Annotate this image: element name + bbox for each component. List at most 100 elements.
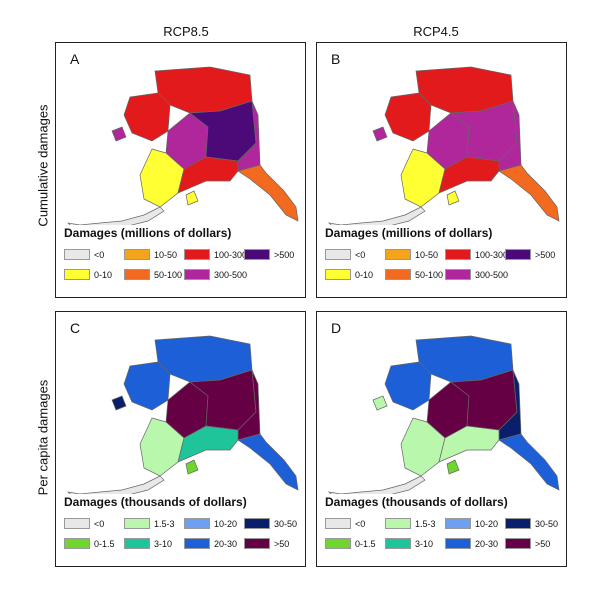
legend-item: <0 [325,248,365,261]
legend-label: <0 [94,518,105,529]
legend-swatch [385,249,411,260]
panel-b: B Damages (millions of dollars) <0 0-10 10-… [316,42,567,298]
legend-swatch [124,249,150,260]
legend-swatch [325,538,351,549]
legend-label: 10-50 [154,249,178,260]
legend-item: >50 [244,537,289,550]
legend: <0 0-10 10-50 50-100 100-300 300-500 >500 [64,248,304,294]
legend-item: <0 [64,248,104,261]
legend-label: 10-20 [214,518,238,529]
region-chain [327,475,426,494]
legend-label: 20-30 [214,538,238,549]
panel-letter: C [70,320,81,336]
legend-item: 0-1.5 [325,537,376,550]
legend-swatch [244,518,270,529]
panel-letter: D [331,320,342,336]
region-southcentral [177,156,239,194]
region-chain [66,206,165,225]
legend-item: 100-300 [445,248,508,261]
legend-item: 3-10 [385,537,433,550]
legend-item: 0-10 [325,268,373,281]
region-southeast [237,164,299,222]
legend-swatch [445,269,471,280]
alaska-map [66,66,299,225]
legend-label: 0-10 [94,269,113,280]
legend-item: 100-300 [184,248,247,261]
region-southeast [237,433,299,491]
region-northwest [123,361,171,411]
legend-label: 0-10 [355,269,374,280]
legend-swatch [505,538,531,549]
legend-label: >50 [535,538,551,549]
legend-item: 3-10 [124,537,172,550]
legend-item: 10-50 [124,248,177,261]
legend-item: 0-10 [64,268,112,281]
legend-swatch [244,249,270,260]
legend-title: Damages (millions of dollars) [64,226,232,240]
legend-item: >500 [505,248,555,261]
legend-label: 10-50 [415,249,439,260]
legend-swatch [385,518,411,529]
panel-d: D Damages (thousands of dollars) <0 0-1.5 1… [316,311,567,567]
legend-swatch [124,269,150,280]
legend-label: 3-10 [154,538,173,549]
region-northwest [384,361,432,411]
legend-item: 50-100 [124,268,182,281]
legend-label: 3-10 [415,538,434,549]
region-southwest [400,417,446,477]
legend-title: Damages (thousands of dollars) [64,495,247,509]
region-southeast [498,164,560,222]
legend-item: 300-500 [184,268,247,281]
region-southwest [400,148,446,208]
region-northwest [123,92,171,142]
legend-label: 30-50 [535,518,559,529]
legend-swatch [124,518,150,529]
legend-item: 1.5-3 [385,517,436,530]
legend-swatch [184,249,210,260]
legend: <0 0-1.5 1.5-3 3-10 10-20 20-30 30-50 >50 [64,517,304,563]
legend-item: <0 [64,517,104,530]
region-northwest [384,92,432,142]
panel-c: C Damages (thousands of dollars) <0 0-1.5 1… [55,311,306,567]
alaska-map [66,335,299,494]
legend-label: 1.5-3 [415,518,436,529]
legend-swatch [325,269,351,280]
legend: <0 0-1.5 1.5-3 3-10 10-20 20-30 30-50 >50 [325,517,565,563]
legend-label: 0-1.5 [355,538,376,549]
legend-label: >500 [274,249,295,260]
legend-label: >500 [535,249,556,260]
legend-item: 0-1.5 [64,537,115,550]
legend-title: Damages (thousands of dollars) [325,495,508,509]
row-label-per-capita: Per capita damages [35,379,51,496]
legend-title: Damages (millions of dollars) [325,226,493,240]
legend: <0 0-10 10-50 50-100 100-300 300-500 >500 [325,248,565,294]
legend-swatch [325,518,351,529]
legend-item: 20-30 [184,537,237,550]
legend-swatch [184,538,210,549]
legend-label: <0 [355,518,366,529]
legend-label: >50 [274,538,290,549]
legend-label: 50-100 [415,269,444,280]
region-seward [111,395,127,411]
legend-swatch [64,249,90,260]
region-southcentral [438,156,500,194]
legend-swatch [445,518,471,529]
region-southwest [139,417,185,477]
region-seward [372,395,388,411]
alaska-map [327,335,560,494]
region-seward [111,126,127,142]
panel-letter: A [70,51,80,67]
legend-swatch [244,538,270,549]
region-chain [327,206,426,225]
panel-a: A Damages (millions of dollars) <0 0-10 10-… [55,42,306,298]
legend-item: 20-30 [445,537,498,550]
legend-item: 50-100 [385,268,443,281]
region-kodiak [185,459,199,475]
legend-label: <0 [94,249,105,260]
legend-swatch [184,518,210,529]
legend-label: 300-500 [214,269,248,280]
legend-item: >50 [505,537,550,550]
legend-swatch [184,269,210,280]
legend-label: 50-100 [154,269,183,280]
legend-label: 30-50 [274,518,298,529]
